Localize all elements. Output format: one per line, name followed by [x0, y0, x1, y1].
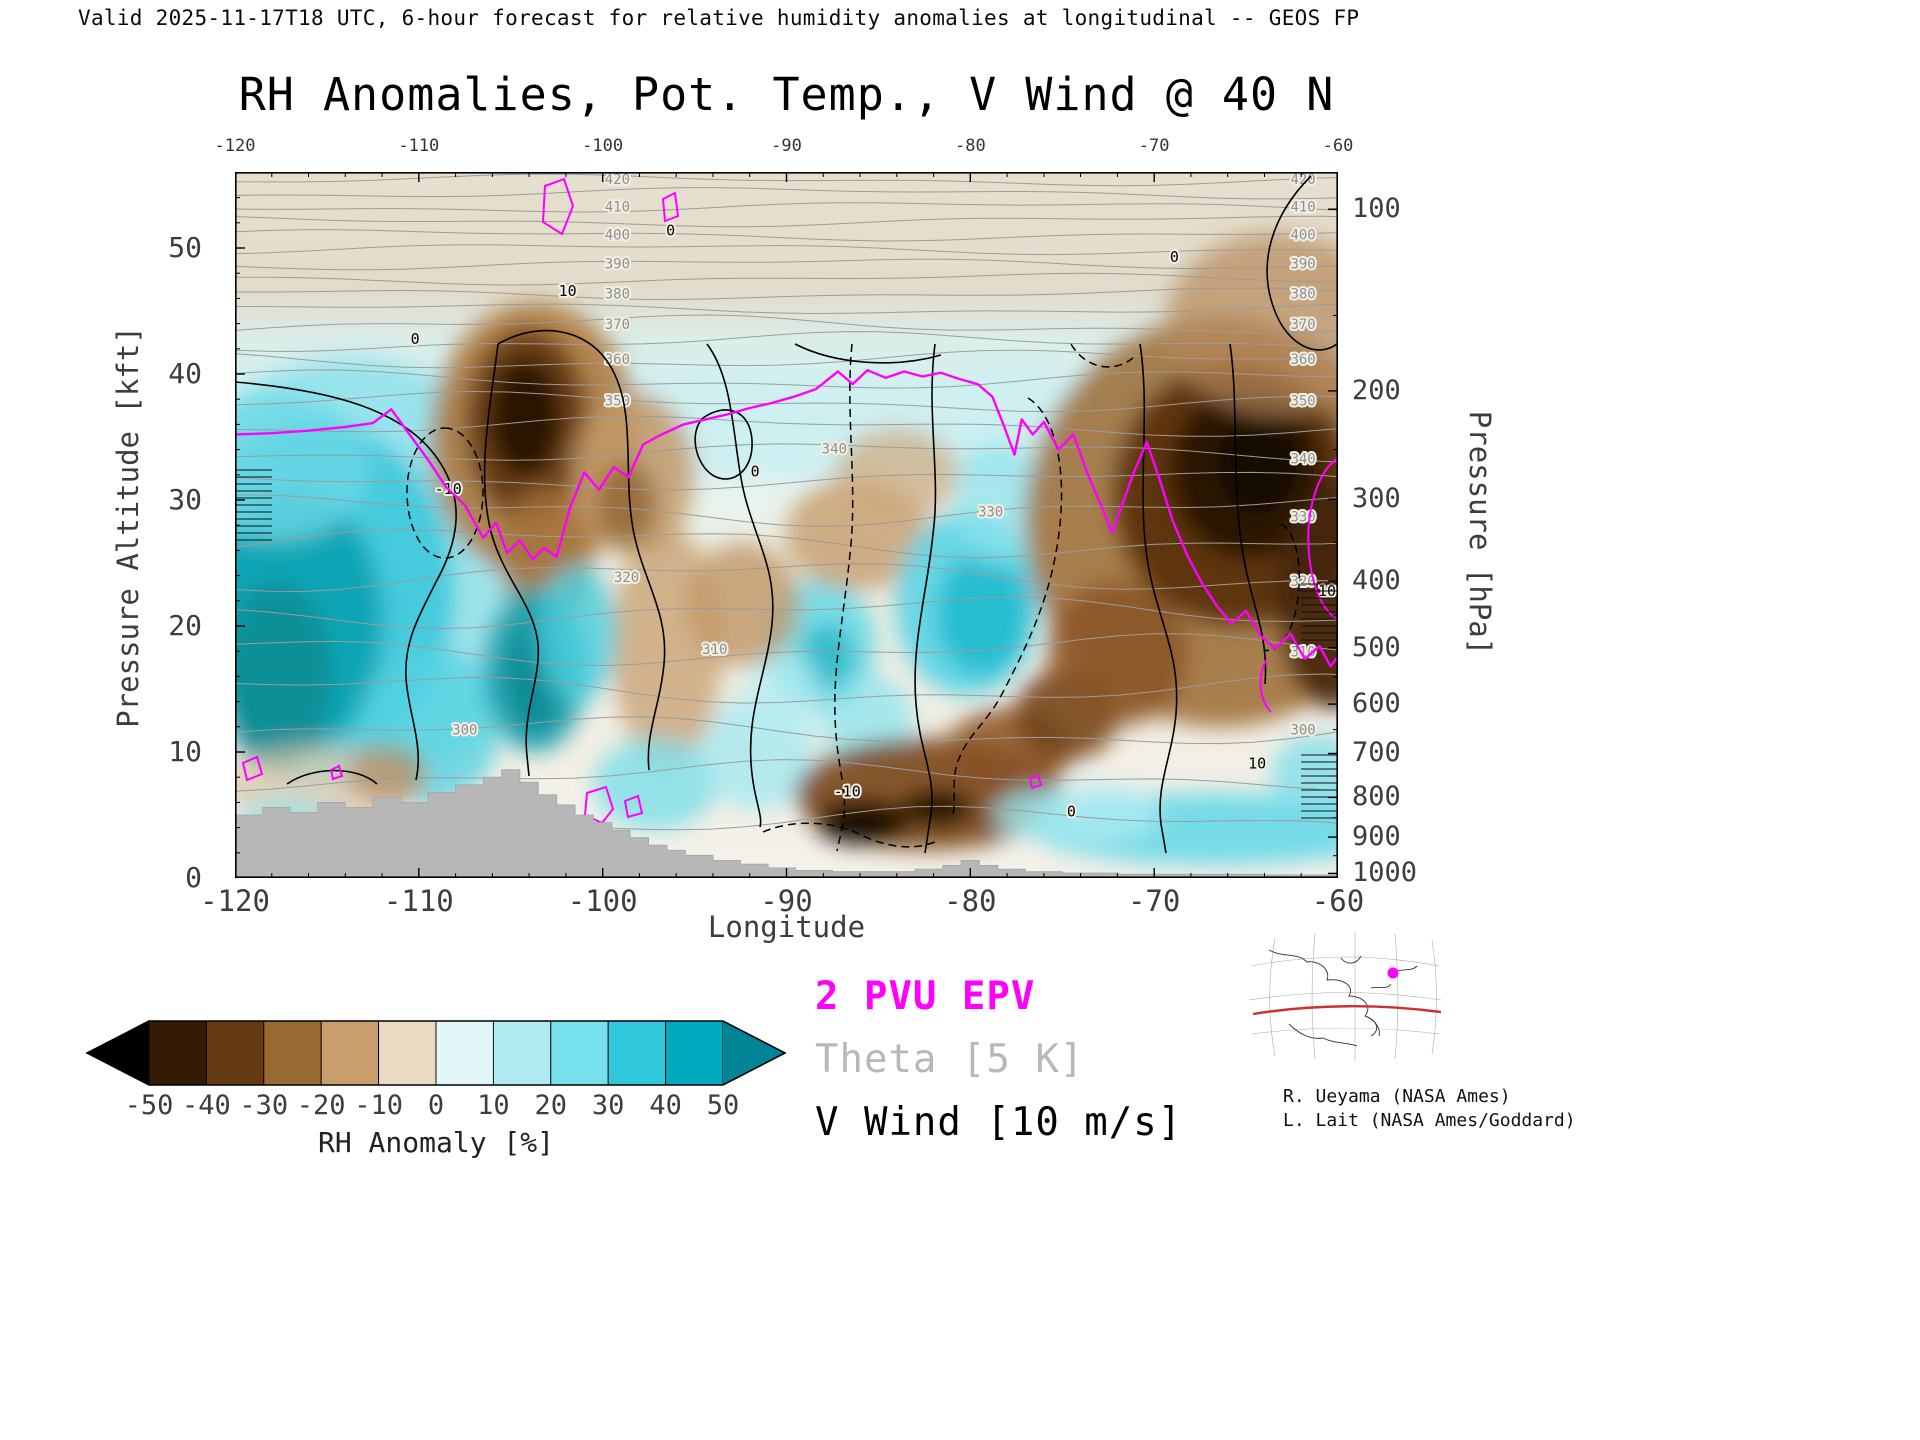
svg-text:380: 380	[1290, 287, 1315, 303]
colorbar-tick-label: 10	[477, 1090, 510, 1121]
x-tick-label-top: -80	[954, 136, 986, 156]
colorbar-tick-label: 20	[534, 1090, 568, 1121]
colorbar-tick-label: -50	[124, 1090, 174, 1121]
colorbar-cell	[378, 1020, 437, 1086]
colorbar-over-arrow	[723, 1021, 785, 1085]
svg-text:370: 370	[605, 317, 630, 333]
map-coastlines	[1268, 949, 1418, 1047]
x-tick-label-top: -100	[582, 136, 624, 156]
colorbar-tick-label: 40	[649, 1090, 682, 1121]
svg-text:0: 0	[666, 222, 675, 240]
colorbar-cell	[607, 1020, 667, 1086]
axis-ticks	[235, 172, 1338, 878]
colorbar-cell	[320, 1020, 380, 1086]
y-axis-left-title: Pressure Altitude [kft]	[111, 326, 145, 728]
y-right-tick-label: 1000	[1352, 857, 1418, 889]
colorbar-tick-label: 0	[427, 1090, 445, 1121]
x-tick-label-top: -90	[771, 136, 802, 156]
colorbar-cell	[435, 1020, 494, 1086]
svg-text:300: 300	[452, 723, 477, 739]
map-location-dot	[1387, 967, 1399, 979]
colorbar-cell	[205, 1020, 265, 1086]
svg-text:420: 420	[1290, 172, 1315, 188]
colorbar-cell	[492, 1020, 552, 1086]
colorbar-tick-label: 30	[591, 1090, 625, 1121]
colorbar-cell	[148, 1020, 207, 1086]
svg-text:400: 400	[1290, 227, 1315, 243]
map-inset	[1248, 932, 1442, 1061]
svg-text:340: 340	[1290, 452, 1315, 468]
svg-text:400: 400	[605, 227, 630, 243]
svg-text:410: 410	[1290, 200, 1315, 216]
svg-text:360: 360	[1290, 352, 1315, 368]
svg-text:420: 420	[605, 172, 630, 188]
svg-text:350: 350	[1290, 394, 1315, 410]
legend-v-wind: V Wind [10 m/s]	[815, 1100, 1183, 1145]
svg-text:370: 370	[1290, 317, 1315, 333]
svg-text:360: 360	[605, 352, 630, 368]
x-tick-label-top: -70	[1138, 136, 1170, 156]
legend-2pvu-epv: 2 PVU EPV	[815, 974, 1036, 1019]
x-tick-label-top: -60	[1322, 136, 1354, 156]
terrain-silhouette	[235, 769, 1338, 878]
y-right-tick-label: 800	[1352, 781, 1401, 813]
y-left-tick-label: 50	[168, 231, 202, 264]
svg-text:390: 390	[605, 256, 630, 272]
y-left-tick-label: 10	[168, 735, 202, 768]
y-right-tick-label: 500	[1352, 631, 1401, 663]
colorbar	[85, 1020, 787, 1086]
x-tick-label-top: -110	[398, 136, 440, 156]
valid-timestamp-line: Valid 2025-11-17T18 UTC, 6-hour forecast…	[78, 6, 1360, 30]
svg-text:0: 0	[751, 462, 760, 480]
y-left-tick-label: 0	[185, 861, 202, 894]
svg-text:10: 10	[559, 282, 577, 300]
y-axis-right-title: Pressure [hPa]	[1463, 410, 1497, 656]
colorbar-tick-label: -30	[239, 1090, 289, 1121]
x-axis-title: Longitude	[707, 910, 866, 944]
tropopause-2pvu-line	[235, 177, 1338, 825]
x-tick-label-top: -120	[214, 136, 256, 156]
colorbar-under-arrow	[87, 1021, 149, 1085]
colorbar-tick-label: 50	[706, 1090, 740, 1121]
y-right-tick-label: 600	[1352, 688, 1401, 720]
svg-text:320: 320	[1290, 574, 1315, 590]
credit-line-2: L. Lait (NASA Ames/Goddard)	[1283, 1110, 1576, 1131]
colorbar-tick-label: -20	[296, 1090, 346, 1121]
svg-text:380: 380	[605, 287, 630, 303]
colorbar-cell	[263, 1020, 322, 1086]
y-right-tick-label: 900	[1352, 821, 1401, 853]
svg-text:340: 340	[822, 442, 847, 458]
y-right-tick-label: 100	[1352, 193, 1401, 225]
svg-text:330: 330	[1290, 510, 1315, 526]
svg-text:0: 0	[411, 330, 420, 348]
credit-line-1: R. Ueyama (NASA Ames)	[1283, 1086, 1511, 1107]
svg-text:10: 10	[1248, 755, 1266, 773]
colorbar-cell	[665, 1020, 724, 1086]
svg-text:350: 350	[605, 394, 630, 410]
colorbar-cell	[550, 1020, 609, 1086]
colorbar-tick-label: -40	[182, 1090, 231, 1121]
rh-anomaly-field	[235, 232, 1338, 865]
svg-text:300: 300	[1290, 723, 1315, 739]
y-right-tick-label: 700	[1352, 737, 1401, 769]
svg-text:320: 320	[614, 570, 639, 586]
cross-section-plot: 420 410 400 390 380 370 360 350 340 330 320 310 300 4…	[235, 172, 1338, 878]
svg-text:0: 0	[1170, 248, 1179, 266]
legend-theta: Theta [5 K]	[815, 1037, 1085, 1082]
map-graticule	[1248, 932, 1442, 1061]
map-40n-latitude-line	[1252, 1005, 1442, 1016]
colorbar-caption: RH Anomaly [%]	[317, 1126, 554, 1159]
y-right-tick-label: 400	[1352, 564, 1401, 596]
y-right-tick-label: 200	[1352, 374, 1401, 406]
colorbar-tick-label: -10	[354, 1090, 403, 1121]
y-right-tick-label: 300	[1352, 483, 1401, 515]
svg-text:310: 310	[702, 642, 727, 658]
svg-text:-10: -10	[834, 782, 861, 800]
page-title: RH Anomalies, Pot. Temp., V Wind @ 40 N	[238, 68, 1335, 121]
svg-text:390: 390	[1290, 256, 1315, 272]
hatch-marks	[235, 469, 1338, 819]
svg-text:330: 330	[978, 505, 1003, 521]
svg-text:410: 410	[605, 200, 630, 216]
svg-text:0: 0	[1067, 803, 1076, 821]
